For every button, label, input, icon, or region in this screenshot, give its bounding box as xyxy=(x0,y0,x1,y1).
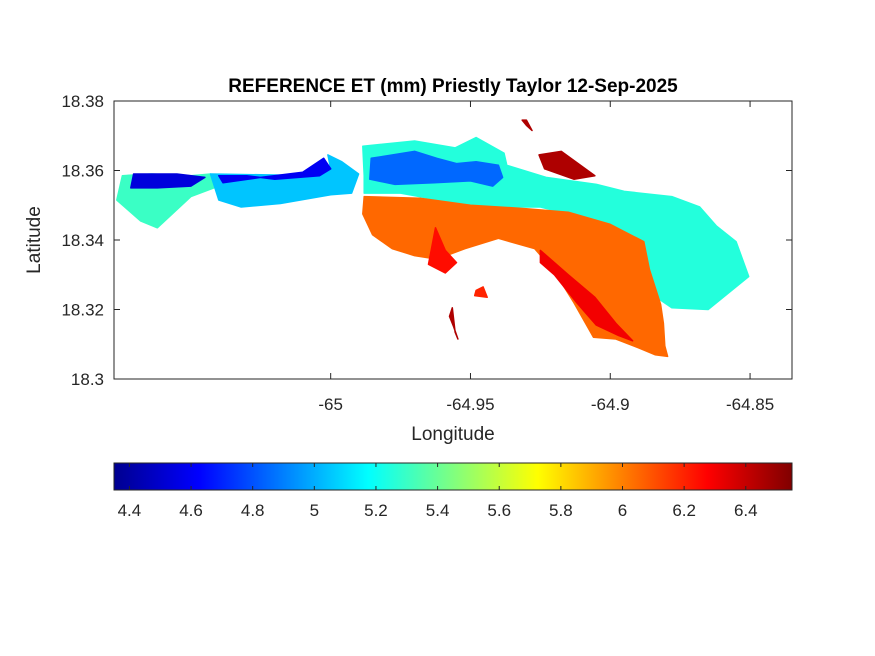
heatmap-region-north-central-blue xyxy=(369,150,504,187)
colorbar-tick-label: 5.8 xyxy=(549,501,573,520)
y-tick-label: 18.32 xyxy=(61,301,104,320)
colorbar-tick-label: 5.2 xyxy=(364,501,388,520)
y-tick-label: 18.34 xyxy=(61,231,104,250)
x-tick-label: -65 xyxy=(318,395,343,414)
heatmap-region-small-island xyxy=(448,307,459,340)
heatmap-region-west-far xyxy=(130,173,206,189)
y-axis-label: Latitude xyxy=(24,206,45,274)
x-axis-ticks: -65 -64.95 -64.9 -64.85 xyxy=(318,101,774,414)
colorbar-tick-label: 4.8 xyxy=(241,501,265,520)
y-tick-label: 18.36 xyxy=(61,162,104,181)
x-tick-label: -64.85 xyxy=(726,395,774,414)
x-tick-label: -64.9 xyxy=(591,395,630,414)
colorbar-tick-label: 6 xyxy=(618,501,627,520)
heatmap-region-southeast-peninsula xyxy=(539,249,634,342)
heatmap-region-south-spit xyxy=(427,227,458,274)
heatmap-regions xyxy=(116,119,750,358)
colorbar-tick-label: 5.6 xyxy=(487,501,511,520)
x-tick-label: -64.95 xyxy=(446,395,494,414)
heatmap-region-islet-north xyxy=(521,119,533,132)
colorbar-tick-label: 5.4 xyxy=(426,501,450,520)
colorbar-tick-label: 4.6 xyxy=(179,501,203,520)
heatmap-region-northeast-cape xyxy=(538,150,596,180)
y-axis-ticks: 18.3 18.32 18.34 18.36 18.38 xyxy=(61,92,792,389)
chart-title: REFERENCE ET (mm) Priestly Taylor 12-Sep… xyxy=(228,76,678,97)
colorbar xyxy=(113,462,793,491)
x-axis-label: Longitude xyxy=(411,424,494,445)
colorbar-tick-label: 4.4 xyxy=(118,501,142,520)
colorbar-tick-label: 6.2 xyxy=(672,501,696,520)
y-tick-label: 18.38 xyxy=(61,92,104,111)
colorbar-tick-label: 6.4 xyxy=(734,501,758,520)
heatmap-region-islet-east xyxy=(473,286,488,299)
colorbar-tick-label: 5 xyxy=(310,501,319,520)
colorbar-ticks: 4.4 4.6 4.8 5 5.2 5.4 5.6 5.8 6 6.2 6.4 xyxy=(118,463,758,520)
y-tick-label: 18.3 xyxy=(71,370,104,389)
heatmap-region-west-central-dark xyxy=(218,157,332,184)
